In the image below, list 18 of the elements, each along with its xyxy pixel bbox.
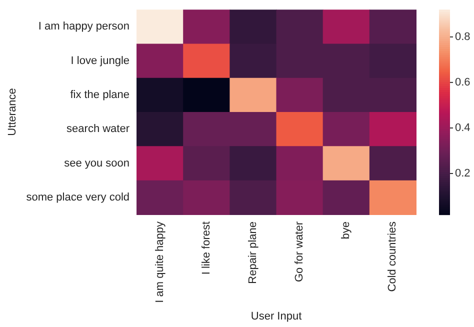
color-bar-label: 0.4 <box>455 122 470 134</box>
x-axis-title: User Input <box>250 310 302 322</box>
y-axis-title: Utterance <box>6 88 19 136</box>
y-tick-label: fix the plane <box>70 88 130 101</box>
y-tick-label: some place very cold <box>26 191 130 204</box>
x-tick-label: bye <box>340 221 352 240</box>
x-tick-label: Cold countries <box>386 220 399 292</box>
x-tick-label: I like forest <box>200 221 212 275</box>
color-bar-label: 0.6 <box>455 76 470 88</box>
x-tick-label: Repair plane <box>247 221 260 284</box>
y-tick-label: search water <box>66 123 130 136</box>
x-tick-label: Go for water <box>294 221 306 282</box>
y-tick-label: I am happy person <box>38 20 130 33</box>
y-tick-label: I love jungle <box>70 54 130 67</box>
color-bar-label: 0.8 <box>455 30 470 43</box>
y-tick-label: see you soon <box>64 157 130 170</box>
x-tick-label: I am quite happy <box>154 220 166 303</box>
color-bar-label: 0.2 <box>455 168 470 180</box>
